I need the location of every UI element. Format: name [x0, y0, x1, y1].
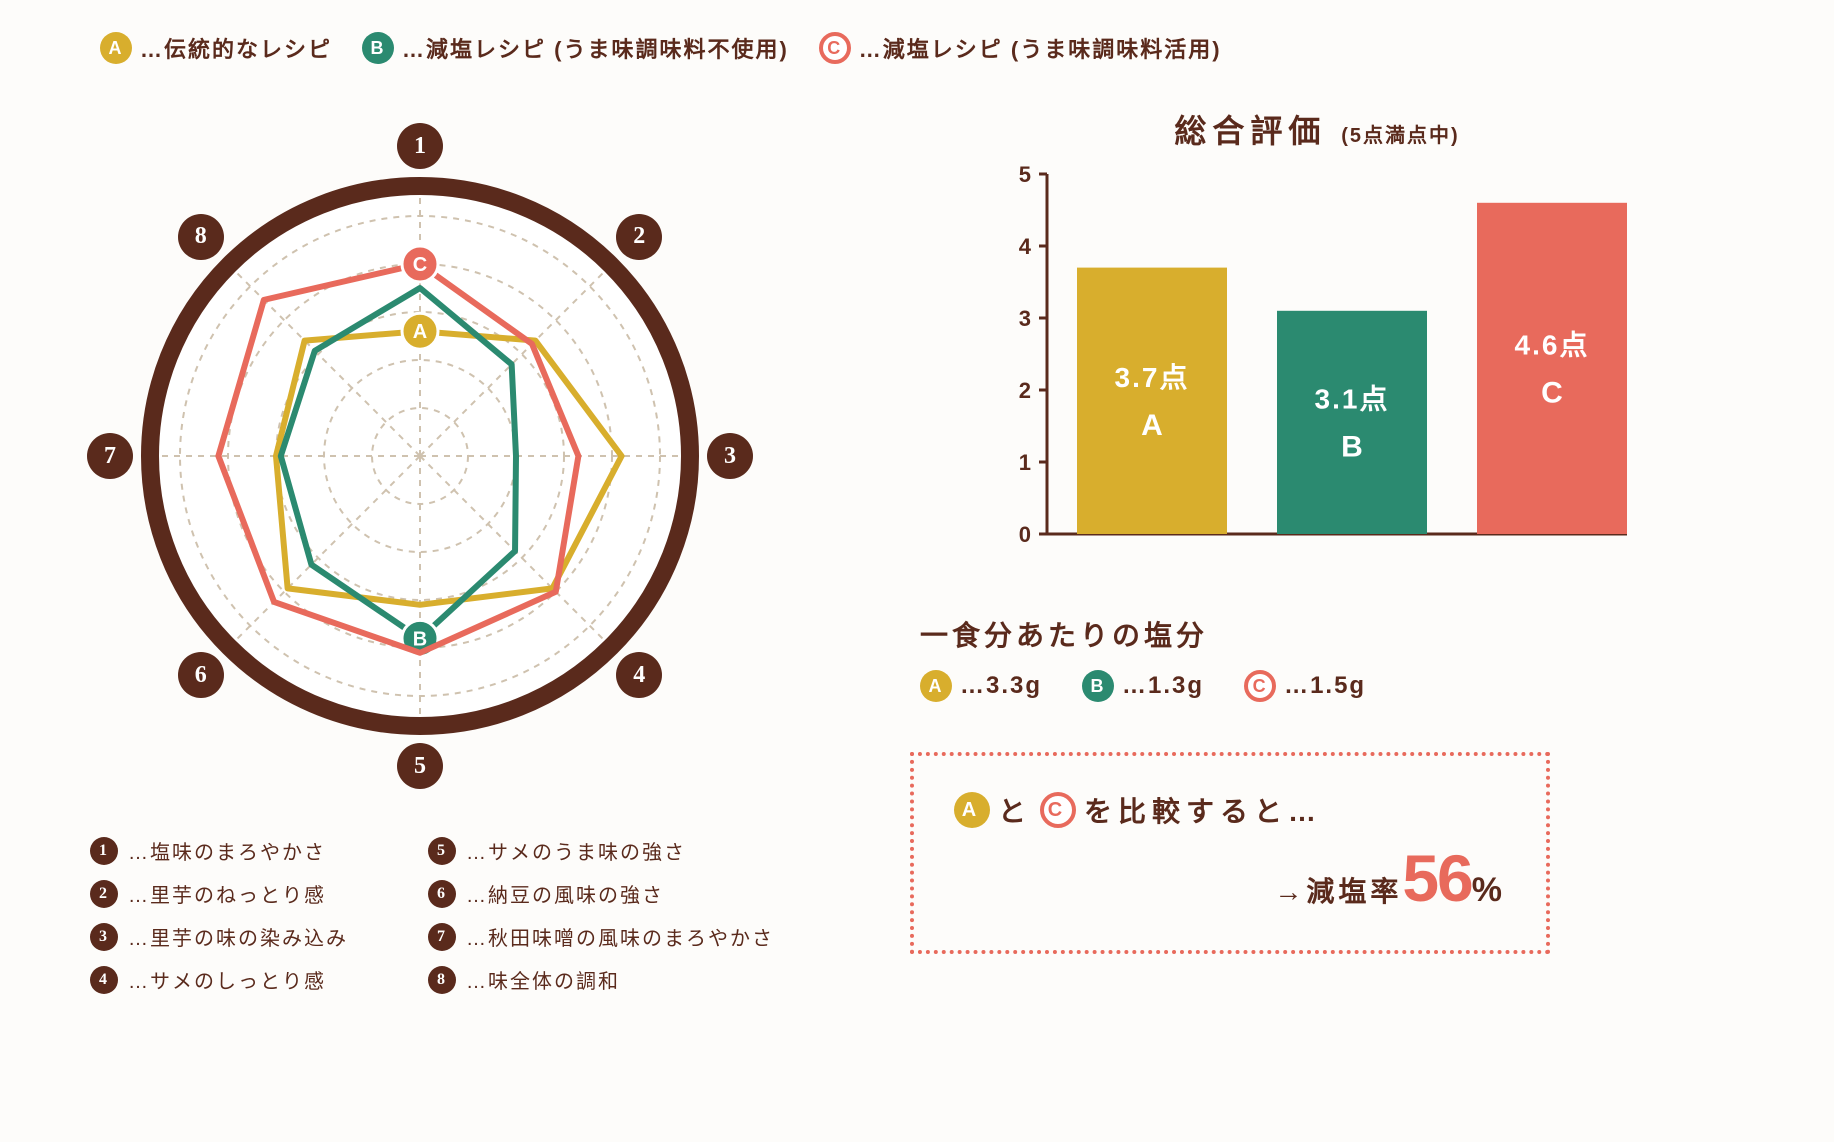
axis-label-1: 1 …塩味のまろやかさ: [90, 836, 348, 865]
svg-text:1: 1: [1019, 450, 1031, 475]
axis-label-text: …味全体の調和: [466, 965, 620, 994]
svg-text:0: 0: [1019, 522, 1031, 547]
salt-value: …3.3g: [960, 672, 1042, 700]
axis-label-3: 3 …里芋の味の染み込み: [90, 922, 348, 951]
salt-item-A: A …3.3g: [920, 670, 1042, 702]
num-badge-6: 6: [428, 880, 456, 908]
svg-text:C: C: [1541, 376, 1563, 409]
compare-pct-sign: %: [1472, 871, 1506, 909]
svg-text:3.1点: 3.1点: [1315, 383, 1390, 414]
compare-prefix: →減塩率: [1274, 876, 1402, 907]
axis-label-2: 2 …里芋のねっとり感: [90, 879, 348, 908]
badge-B: B: [1082, 670, 1114, 702]
svg-text:A: A: [1141, 409, 1163, 442]
legend-text: …減塩レシピ (うま味調味料活用): [859, 32, 1222, 64]
radar-axis-7: 7: [87, 433, 133, 479]
legend-text: …減塩レシピ (うま味調味料不使用): [402, 32, 789, 64]
compare-line2: →減塩率56%: [954, 840, 1506, 916]
svg-text:2: 2: [1019, 378, 1031, 403]
svg-text:4.6点: 4.6点: [1515, 329, 1590, 360]
bar-chart-title: 総合評価 (5点満点中): [860, 106, 1774, 152]
badge-A: A: [920, 670, 952, 702]
svg-text:C: C: [413, 254, 427, 276]
axis-label-4: 4 …サメのしっとり感: [90, 965, 348, 994]
num-badge-4: 4: [90, 966, 118, 994]
top-legend: A…伝統的なレシピB…減塩レシピ (うま味調味料不使用)C…減塩レシピ (うま味…: [20, 20, 1814, 76]
badge-C: C: [819, 32, 851, 64]
legend-item-B: B…減塩レシピ (うま味調味料不使用): [362, 32, 789, 64]
svg-text:A: A: [413, 321, 427, 343]
num-badge-3: 3: [90, 923, 118, 951]
axis-label-text: …サメのうま味の強さ: [466, 836, 686, 865]
badge-A: A: [954, 792, 990, 828]
svg-text:B: B: [1341, 430, 1363, 463]
legend-text: …伝統的なレシピ: [140, 32, 332, 64]
badge-C: C: [1244, 670, 1276, 702]
legend-item-A: A…伝統的なレシピ: [100, 32, 332, 64]
salt-value: …1.3g: [1122, 672, 1204, 700]
num-badge-5: 5: [428, 837, 456, 865]
badge-A: A: [100, 32, 132, 64]
svg-text:3: 3: [1019, 306, 1031, 331]
salt-item-C: C …1.5g: [1244, 670, 1366, 702]
svg-text:3.7点: 3.7点: [1115, 362, 1190, 393]
compare-text: と: [998, 790, 1032, 830]
svg-text:5: 5: [1019, 164, 1031, 187]
salt-value: …1.5g: [1284, 672, 1366, 700]
num-badge-7: 7: [428, 923, 456, 951]
axis-label-text: …サメのしっとり感: [128, 965, 326, 994]
axis-label-7: 7 …秋田味噌の風味のまろやかさ: [428, 922, 774, 951]
num-badge-1: 1: [90, 837, 118, 865]
axis-label-text: …里芋の味の染み込み: [128, 922, 348, 951]
radar-chart: ABC 12345678: [70, 106, 770, 806]
compare-line1: AとCを比較すると…: [954, 790, 1506, 830]
salt-values: A …3.3g B …1.3g C …1.5g: [920, 670, 1774, 702]
axis-label-text: …里芋のねっとり感: [128, 879, 326, 908]
badge-C: C: [1040, 792, 1076, 828]
svg-text:4: 4: [1019, 234, 1032, 259]
radar-axis-5: 5: [397, 743, 443, 789]
radar-axis-1: 1: [397, 123, 443, 169]
radar-axis-2: 2: [616, 214, 662, 260]
bar-chart: 0 1 2 3 4 5 3.7点 A 3.1点 B 4.6点 C: [997, 164, 1637, 564]
badge-B: B: [362, 32, 394, 64]
axis-label-text: …塩味のまろやかさ: [128, 836, 326, 865]
num-badge-8: 8: [428, 966, 456, 994]
legend-item-C: C…減塩レシピ (うま味調味料活用): [819, 32, 1222, 64]
svg-text:B: B: [413, 628, 427, 650]
salt-item-B: B …1.3g: [1082, 670, 1204, 702]
axis-label-8: 8 …味全体の調和: [428, 965, 774, 994]
axis-label-text: …納豆の風味の強さ: [466, 879, 664, 908]
salt-title: 一食分あたりの塩分: [920, 614, 1774, 654]
radar-axis-8: 8: [178, 214, 224, 260]
axis-label-text: …秋田味噌の風味のまろやかさ: [466, 922, 774, 951]
radar-axis-6: 6: [178, 652, 224, 698]
axis-label-6: 6 …納豆の風味の強さ: [428, 879, 774, 908]
compare-box: AとCを比較すると… →減塩率56%: [910, 752, 1550, 954]
axis-label-5: 5 …サメのうま味の強さ: [428, 836, 774, 865]
compare-text: を比較すると…: [1084, 790, 1322, 830]
radar-axis-3: 3: [707, 433, 753, 479]
num-badge-2: 2: [90, 880, 118, 908]
compare-percent: 56: [1402, 841, 1471, 915]
radar-axis-legend: 1 …塩味のまろやかさ 2 …里芋のねっとり感 3 …里芋の味の染み込み 4 …サメのしっとり…: [20, 836, 820, 994]
